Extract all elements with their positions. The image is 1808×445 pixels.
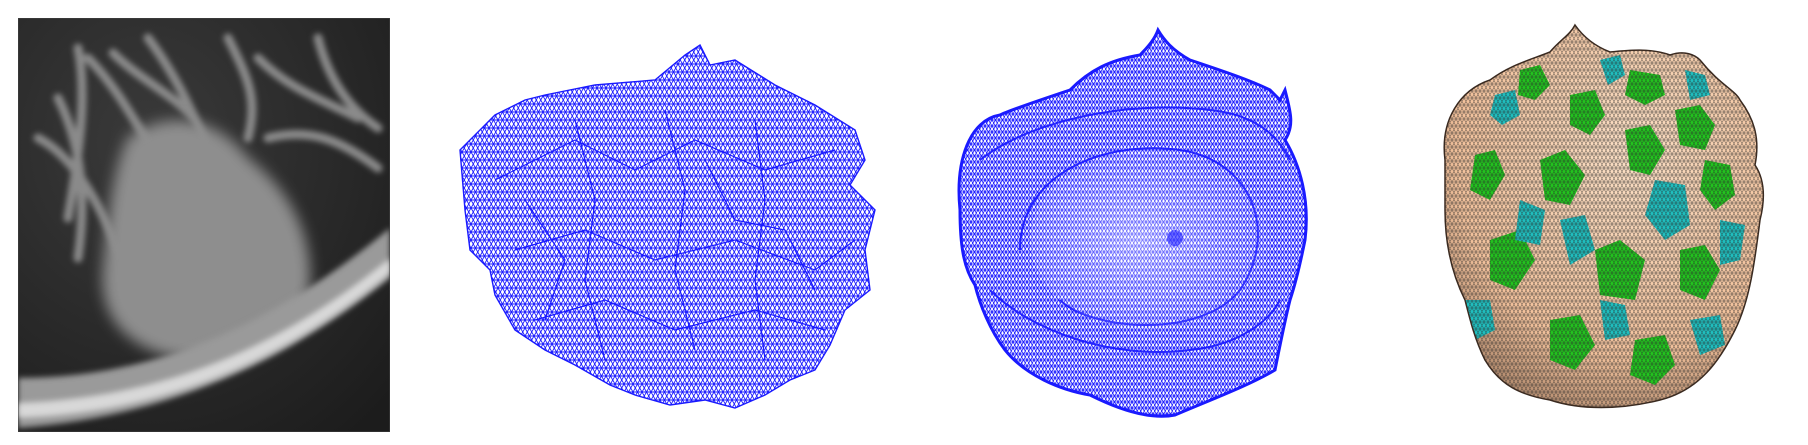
curvature-mesh-outline xyxy=(1443,23,1765,409)
tumour-mass xyxy=(102,120,310,361)
raw-mesh-outline xyxy=(459,43,876,409)
chest-wall-band xyxy=(18,228,390,428)
vessels xyxy=(33,33,383,283)
ct-slice-image xyxy=(18,18,390,432)
ct-slice-svg xyxy=(18,18,390,432)
raw-mesh-svg xyxy=(459,43,876,409)
smoothed-mesh-outline xyxy=(957,26,1308,418)
smoothed-mesh-svg xyxy=(957,26,1308,418)
curvature-mesh-panel xyxy=(1420,0,1800,445)
rib-cortex xyxy=(18,258,390,418)
raw-mesh-surface xyxy=(460,45,875,408)
curvature-mesh-svg xyxy=(1443,23,1765,409)
curvature-mesh-surface xyxy=(1444,25,1764,408)
smoothed-mesh-panel xyxy=(950,0,1370,445)
raw-mesh-panel xyxy=(435,0,895,445)
